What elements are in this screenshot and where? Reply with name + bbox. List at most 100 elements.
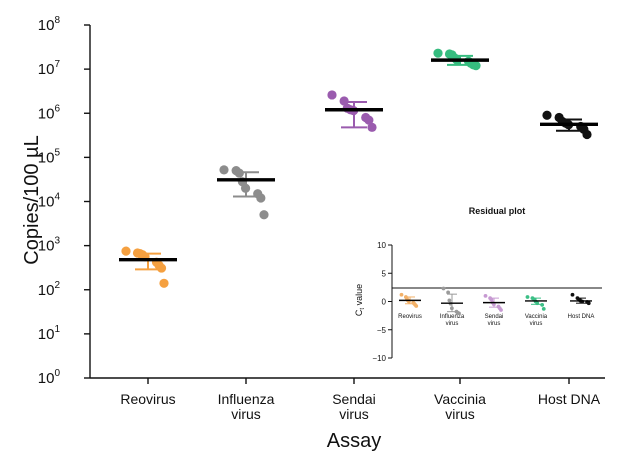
main-y-axis-title: Copies/100 µL bbox=[21, 135, 43, 264]
tick-exponent: 6 bbox=[54, 103, 60, 114]
tick-base: 10 bbox=[38, 17, 55, 34]
tick-base: 10 bbox=[38, 105, 55, 122]
category-line: Sendai bbox=[485, 314, 504, 320]
inset-category-label-sendai-virus: Sendai virus bbox=[485, 314, 504, 327]
main-category-label-reovirus: Reovirus bbox=[120, 391, 175, 407]
category-line: Influenza bbox=[440, 314, 465, 320]
tick-exponent: 4 bbox=[54, 192, 60, 203]
category-line: Host DNA bbox=[568, 314, 595, 320]
inset-series-host-dna bbox=[570, 292, 592, 306]
data-point bbox=[586, 301, 591, 306]
main-y-tick-label: 102 bbox=[38, 280, 61, 299]
data-point bbox=[446, 290, 451, 295]
data-point bbox=[339, 96, 349, 106]
data-point bbox=[364, 115, 374, 125]
inset-y-tick-label: −10 bbox=[372, 354, 386, 363]
data-point bbox=[219, 165, 229, 175]
inset-y-tick-label: 10 bbox=[377, 241, 386, 250]
tick-exponent: 7 bbox=[54, 59, 60, 70]
tick-base: 10 bbox=[38, 282, 55, 299]
inset-y-tick-label: 5 bbox=[382, 269, 387, 278]
main-y-tick-label: 108 bbox=[38, 15, 61, 34]
category-line: virus bbox=[530, 321, 543, 327]
inset-series-influenza-virus bbox=[441, 286, 463, 316]
main-series-sendai-virus bbox=[325, 90, 383, 132]
main-y-tick-label: 100 bbox=[38, 368, 61, 387]
data-point bbox=[414, 304, 419, 308]
category-line: Reovirus bbox=[120, 391, 175, 407]
category-line: Host DNA bbox=[538, 391, 601, 407]
data-point bbox=[447, 298, 452, 303]
main-x-axis-title: Assay bbox=[327, 430, 381, 452]
main-series-host-dna bbox=[540, 110, 598, 140]
tick-base: 10 bbox=[38, 238, 55, 255]
data-point bbox=[491, 302, 496, 307]
data-point bbox=[541, 306, 546, 311]
inset-series-vaccinia-virus bbox=[525, 295, 547, 311]
inset-ylabel-rest: value bbox=[354, 284, 364, 308]
data-point bbox=[156, 263, 167, 273]
inset-title: Residual plot bbox=[469, 206, 526, 216]
inset-series-sendai-virus bbox=[483, 293, 505, 312]
tick-exponent: 5 bbox=[54, 147, 60, 158]
main-y-tick-label: 107 bbox=[38, 59, 61, 78]
inset-category-label-host-dna: Host DNA bbox=[568, 314, 595, 320]
category-line: virus bbox=[446, 321, 459, 327]
residual-inset-plot: Residual plot 10 5 0 −5 −10 Reovirus Influenz… bbox=[354, 206, 602, 363]
main-category-label-sendai-virus: Sendai virus bbox=[332, 391, 376, 422]
data-point bbox=[535, 301, 540, 306]
tick-exponent: 8 bbox=[54, 15, 60, 26]
main-category-label-influenza-virus: Influenza virus bbox=[218, 391, 275, 422]
category-line: virus bbox=[488, 321, 501, 327]
data-point bbox=[499, 308, 503, 312]
data-point bbox=[367, 122, 377, 132]
inset-y-tick-label: −5 bbox=[377, 326, 387, 335]
data-point bbox=[542, 110, 552, 120]
category-line: Reovirus bbox=[398, 314, 422, 320]
inset-ylabel-subscript: t bbox=[360, 308, 366, 310]
category-line: Vaccinia bbox=[434, 391, 486, 407]
main-category-label-vaccinia-virus: Vaccinia virus bbox=[434, 391, 486, 422]
data-point bbox=[457, 311, 461, 316]
tick-exponent: 2 bbox=[54, 280, 60, 291]
data-point bbox=[449, 306, 454, 311]
data-point bbox=[259, 210, 269, 220]
inset-y-tick-label: 0 bbox=[382, 298, 387, 307]
data-point bbox=[525, 295, 530, 299]
data-point bbox=[399, 292, 404, 297]
tick-exponent: 1 bbox=[54, 324, 60, 335]
data-point bbox=[483, 293, 488, 298]
main-series-vaccinia-virus bbox=[431, 48, 489, 71]
inset-data-marks bbox=[399, 286, 592, 316]
main-data-marks bbox=[119, 48, 598, 288]
data-point bbox=[234, 168, 244, 178]
data-point bbox=[256, 193, 266, 203]
tick-base: 10 bbox=[38, 194, 55, 211]
main-y-tick-label: 106 bbox=[38, 103, 61, 122]
tick-exponent: 3 bbox=[54, 236, 60, 247]
data-point bbox=[441, 286, 446, 291]
inset-y-ticks: 10 5 0 −5 −10 bbox=[372, 241, 392, 363]
tick-exponent: 0 bbox=[54, 368, 60, 379]
main-y-tick-label: 103 bbox=[38, 236, 61, 255]
category-line: Influenza bbox=[218, 391, 275, 407]
inset-category-label-vaccinia-virus: Vaccinia virus bbox=[525, 314, 548, 327]
main-y-tick-label: 101 bbox=[38, 324, 61, 343]
category-line: Sendai bbox=[332, 391, 376, 407]
inset-y-axis-title: Ct value bbox=[354, 284, 366, 316]
category-line: virus bbox=[339, 406, 369, 422]
inset-ylabel-main: C bbox=[354, 309, 364, 316]
data-point bbox=[570, 292, 575, 297]
data-point bbox=[471, 61, 481, 71]
data-point bbox=[582, 129, 592, 140]
tick-base: 10 bbox=[38, 149, 55, 166]
inset-series-reovirus bbox=[399, 292, 421, 308]
category-line: Vaccinia bbox=[525, 314, 548, 320]
data-point bbox=[159, 278, 169, 288]
tick-base: 10 bbox=[38, 370, 55, 387]
